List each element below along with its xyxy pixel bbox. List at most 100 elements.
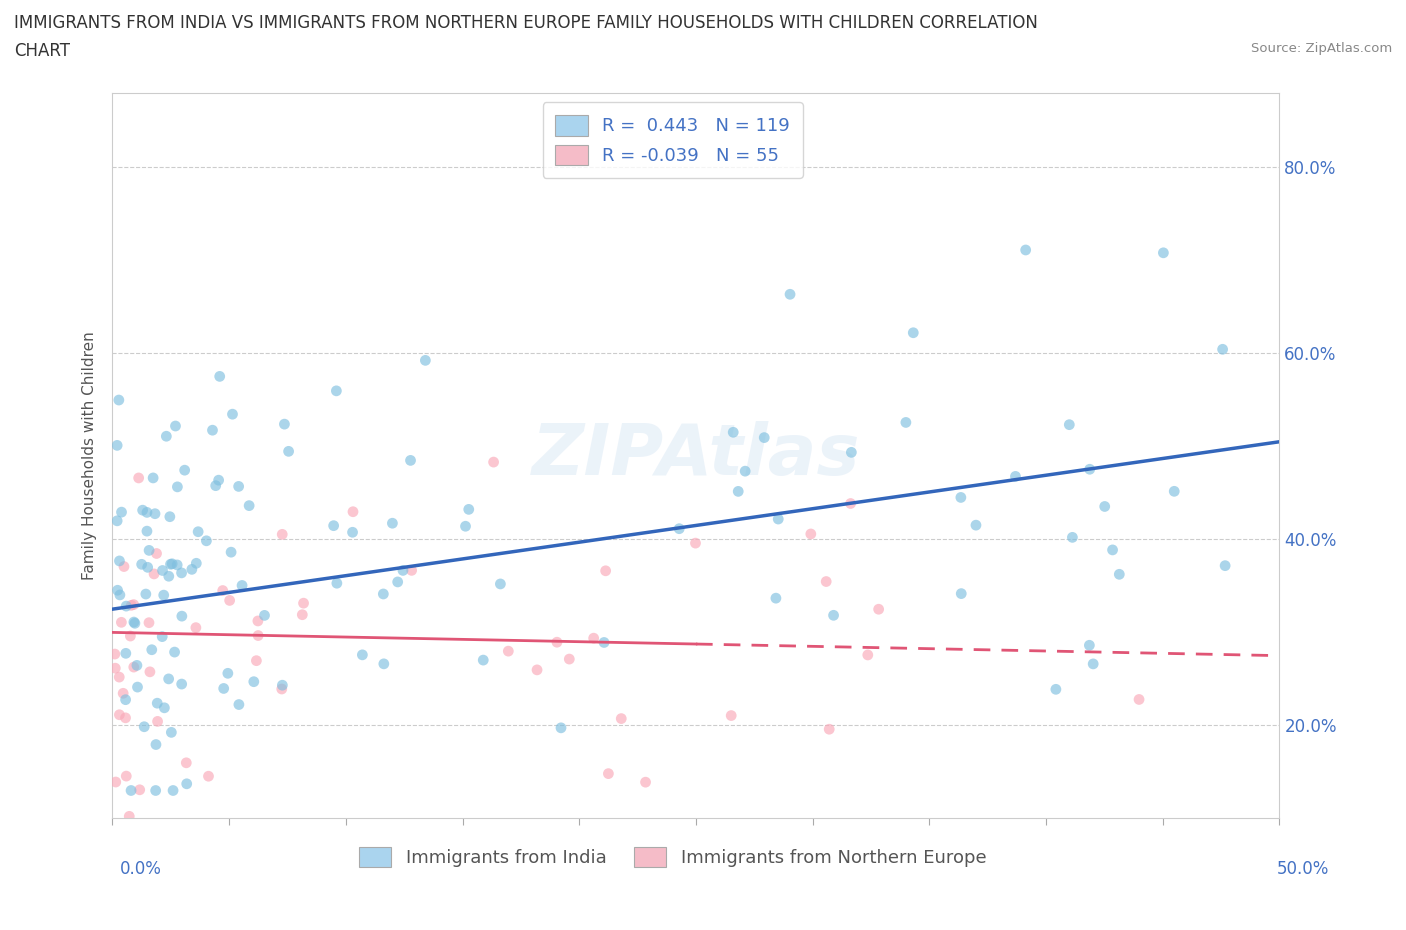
Point: [779, 286, 801, 301]
Point: [139, 664, 162, 679]
Point: [387, 575, 409, 590]
Y-axis label: Family Households with Children: Family Households with Children: [82, 331, 97, 580]
Point: [326, 576, 349, 591]
Point: [160, 556, 183, 571]
Point: [1152, 246, 1174, 260]
Point: [1212, 342, 1234, 357]
Point: [856, 647, 879, 662]
Point: [381, 516, 404, 531]
Point: [136, 505, 159, 520]
Point: [157, 671, 180, 686]
Point: [221, 406, 243, 421]
Point: [1094, 499, 1116, 514]
Point: [136, 560, 159, 575]
Point: [145, 546, 167, 561]
Point: [238, 498, 260, 513]
Point: [550, 721, 572, 736]
Point: [160, 724, 183, 739]
Point: [526, 662, 548, 677]
Point: [754, 431, 776, 445]
Point: [841, 445, 863, 459]
Point: [122, 597, 145, 612]
Point: [211, 583, 233, 598]
Point: [1062, 530, 1084, 545]
Point: [217, 666, 239, 681]
Point: [373, 587, 395, 602]
Point: [218, 593, 240, 608]
Point: [721, 425, 744, 440]
Point: [112, 685, 135, 700]
Point: [120, 629, 142, 644]
Point: [271, 678, 294, 693]
Point: [1045, 682, 1067, 697]
Point: [134, 719, 156, 734]
Point: [1078, 462, 1101, 477]
Point: [115, 599, 138, 614]
Point: [170, 609, 193, 624]
Point: [903, 326, 925, 340]
Point: [201, 423, 224, 438]
Point: [204, 478, 226, 493]
Point: [166, 480, 188, 495]
Point: [128, 471, 150, 485]
Point: [104, 775, 127, 790]
Point: [125, 658, 148, 672]
Point: [157, 569, 180, 584]
Point: [1083, 657, 1105, 671]
Point: [271, 527, 294, 542]
Point: [195, 534, 218, 549]
Point: [145, 783, 167, 798]
Point: [155, 429, 177, 444]
Point: [105, 438, 128, 453]
Point: [212, 681, 235, 696]
Point: [727, 484, 749, 498]
Point: [104, 646, 127, 661]
Point: [197, 769, 219, 784]
Point: [110, 505, 132, 520]
Point: [342, 525, 364, 539]
Point: [558, 652, 581, 667]
Point: [165, 418, 187, 433]
Point: [800, 526, 823, 541]
Point: [273, 417, 295, 432]
Point: [1163, 484, 1185, 498]
Point: [598, 766, 620, 781]
Point: [118, 809, 141, 824]
Point: [228, 479, 250, 494]
Point: [180, 562, 202, 577]
Text: 0.0%: 0.0%: [120, 860, 162, 878]
Point: [482, 455, 505, 470]
Point: [127, 680, 149, 695]
Point: [184, 620, 207, 635]
Point: [1078, 638, 1101, 653]
Point: [1213, 558, 1236, 573]
Point: [108, 670, 131, 684]
Point: [120, 783, 142, 798]
Point: [115, 769, 138, 784]
Point: [839, 496, 862, 511]
Point: [247, 628, 270, 643]
Point: [582, 631, 605, 645]
Point: [163, 644, 186, 659]
Point: [292, 596, 315, 611]
Point: [208, 369, 231, 384]
Point: [668, 521, 690, 536]
Point: [219, 545, 242, 560]
Point: [392, 563, 415, 578]
Point: [159, 510, 181, 525]
Point: [399, 453, 422, 468]
Point: [1014, 243, 1036, 258]
Point: [457, 502, 479, 517]
Point: [162, 783, 184, 798]
Point: [231, 578, 253, 593]
Text: ZIPAtlas: ZIPAtlas: [531, 421, 860, 490]
Point: [245, 653, 267, 668]
Text: CHART: CHART: [14, 42, 70, 60]
Point: [291, 607, 314, 622]
Point: [270, 682, 292, 697]
Text: IMMIGRANTS FROM INDIA VS IMMIGRANTS FROM NORTHERN EUROPE FAMILY HOUSEHOLDS WITH : IMMIGRANTS FROM INDIA VS IMMIGRANTS FROM…: [14, 14, 1038, 32]
Legend: Immigrants from India, Immigrants from Northern Europe: Immigrants from India, Immigrants from N…: [352, 840, 994, 874]
Point: [122, 659, 145, 674]
Point: [765, 591, 787, 605]
Point: [104, 660, 127, 675]
